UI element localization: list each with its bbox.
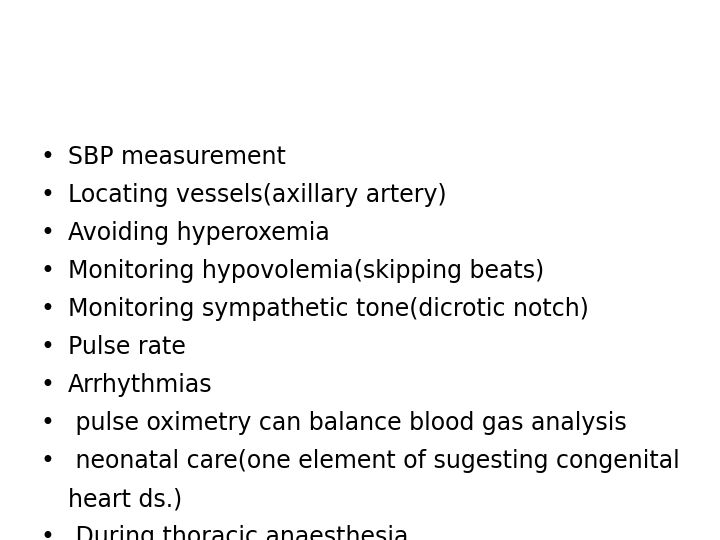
Text: •: • — [40, 525, 54, 540]
Text: Avoiding hyperoxemia: Avoiding hyperoxemia — [68, 221, 330, 245]
Text: Locating vessels(axillary artery): Locating vessels(axillary artery) — [68, 183, 446, 207]
Text: During thoracic anaesthesia: During thoracic anaesthesia — [68, 525, 408, 540]
Text: Monitoring sympathetic tone(dicrotic notch): Monitoring sympathetic tone(dicrotic not… — [68, 297, 589, 321]
Text: •: • — [40, 183, 54, 207]
Text: Arrhythmias: Arrhythmias — [68, 373, 212, 397]
Text: •: • — [40, 259, 54, 283]
Text: •: • — [40, 145, 54, 169]
Text: •: • — [40, 335, 54, 359]
Text: SBP measurement: SBP measurement — [68, 145, 286, 169]
Text: •: • — [40, 373, 54, 397]
Text: •: • — [40, 411, 54, 435]
Text: heart ds.): heart ds.) — [68, 487, 182, 511]
Text: Pulse rate: Pulse rate — [68, 335, 186, 359]
Text: neonatal care(one element of sugesting congenital: neonatal care(one element of sugesting c… — [68, 449, 680, 473]
Text: •: • — [40, 221, 54, 245]
Text: •: • — [40, 297, 54, 321]
Text: Monitoring hypovolemia(skipping beats): Monitoring hypovolemia(skipping beats) — [68, 259, 544, 283]
Text: •: • — [40, 449, 54, 473]
Text: pulse oximetry can balance blood gas analysis: pulse oximetry can balance blood gas ana… — [68, 411, 626, 435]
